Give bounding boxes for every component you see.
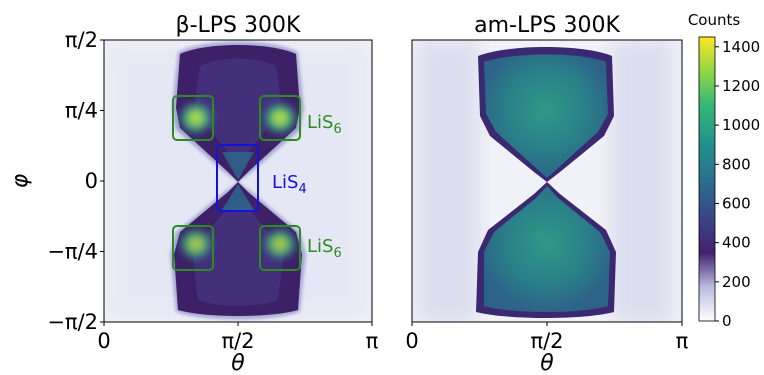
x-tick-label: 0 — [97, 329, 110, 353]
lis6-label-lower: LiS6 — [307, 236, 342, 261]
left-panel-title: β-LPS 300K — [176, 13, 301, 38]
lis4-box — [216, 144, 259, 212]
lis6-box-lower-left — [172, 225, 214, 271]
lis6-label-upper: LiS6 — [307, 112, 342, 137]
left-heatmap — [104, 40, 372, 322]
x-tick-label: 0 — [405, 329, 418, 353]
colorbar-tick-label: 1200 — [722, 77, 760, 95]
lis4-label: LiS4 — [272, 172, 307, 197]
colorbar-tick-label: 800 — [722, 155, 751, 173]
x-tick-label: π/2 — [221, 329, 254, 353]
colorbar-title: Counts — [688, 11, 741, 29]
y-tick-label: 0 — [85, 169, 98, 193]
y-tick-label: π/4 — [65, 99, 98, 123]
colorbar-tick-label: 600 — [722, 194, 751, 212]
y-tick-label: −π/2 — [47, 310, 98, 334]
right-heatmap — [412, 40, 682, 322]
right-x-axis-label: θ — [540, 351, 554, 375]
y-tick-label: −π/4 — [47, 240, 98, 264]
y-tick-label: π/2 — [65, 28, 98, 52]
colorbar-tick-label: 1000 — [722, 116, 760, 134]
x-tick-label: π/2 — [530, 329, 563, 353]
lis6-box-lower-right — [259, 225, 301, 271]
left-x-ticks: 0 π/2 π — [97, 322, 379, 353]
left-y-ticks: π/2 π/4 0 −π/4 −π/2 — [47, 28, 104, 334]
lis6-box-upper-left — [172, 95, 214, 141]
right-x-ticks: 0 π/2 π — [405, 322, 689, 353]
left-x-axis-label: θ — [231, 351, 245, 375]
colorbar — [698, 36, 716, 322]
lis6-box-upper-right — [259, 95, 301, 141]
left-y-axis-label: φ — [8, 173, 33, 188]
right-panel-title: am-LPS 300K — [474, 13, 620, 38]
colorbar-tick-label: 0 — [722, 312, 732, 330]
x-tick-label: π — [676, 329, 689, 353]
x-tick-label: π — [366, 329, 379, 353]
colorbar-ticks: 0 200 400 600 800 1000 1200 1400 — [715, 38, 760, 330]
colorbar-tick-label: 1400 — [722, 38, 760, 56]
colorbar-tick-label: 200 — [722, 273, 751, 291]
colorbar-tick-label: 400 — [722, 234, 751, 252]
